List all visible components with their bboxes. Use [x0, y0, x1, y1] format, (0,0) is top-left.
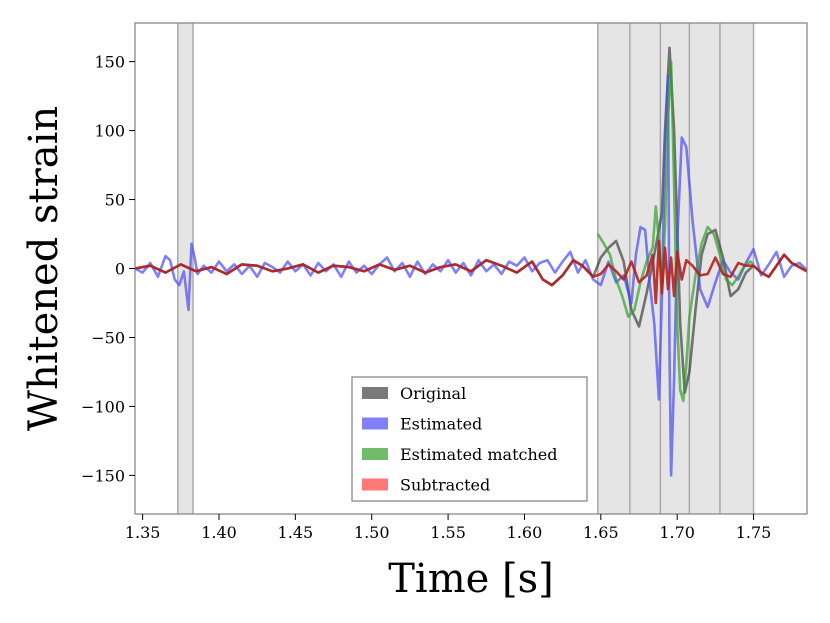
legend-swatch: [362, 478, 388, 491]
series-lines: [134, 46, 808, 477]
x-tick-label: 1.45: [278, 523, 314, 542]
legend-box: [351, 376, 588, 502]
legend: Original Estimated Estimated matched Subtra…: [351, 376, 588, 502]
x-tick-label: 1.50: [354, 523, 390, 542]
x-axis-ticks: 1.35 1.40 1.45 1.50 1.55 1.60 1.65 1.70 1.75: [125, 514, 772, 542]
legend-label: Estimated matched: [400, 445, 558, 464]
legend-label: Subtracted: [400, 476, 490, 495]
legend-swatch: [362, 387, 388, 399]
series-estimated: [134, 74, 808, 477]
y-tick-label: −100: [81, 397, 125, 416]
y-tick-label: 0: [115, 260, 125, 279]
x-tick-label: 1.75: [736, 523, 772, 542]
x-tick-label: 1.60: [507, 523, 543, 542]
x-tick-label: 1.40: [201, 523, 237, 542]
x-tick-label: 1.65: [583, 523, 619, 542]
legend-label: Original: [400, 384, 466, 403]
series-subtracted: [134, 239, 808, 305]
legend-swatch: [362, 417, 388, 430]
x-tick-label: 1.70: [659, 523, 695, 542]
y-tick-label: −150: [81, 466, 125, 485]
x-tick-label: 1.35: [125, 523, 161, 542]
y-tick-label: −50: [91, 328, 125, 347]
y-tick-label: 150: [94, 53, 125, 72]
shaded-region-0: [177, 23, 194, 514]
legend-swatch: [362, 448, 388, 460]
y-tick-label: 50: [105, 191, 125, 210]
y-axis-label: Whitened strain: [21, 106, 67, 431]
x-axis-label: Time [s]: [388, 556, 554, 602]
x-tick-label: 1.55: [430, 523, 466, 542]
y-tick-label: 100: [94, 122, 125, 141]
legend-label: Estimated: [400, 415, 482, 434]
series-estimated-matched: [596, 60, 755, 403]
y-axis-ticks: 150 100 50 0 −50 −100 −150: [81, 53, 135, 485]
